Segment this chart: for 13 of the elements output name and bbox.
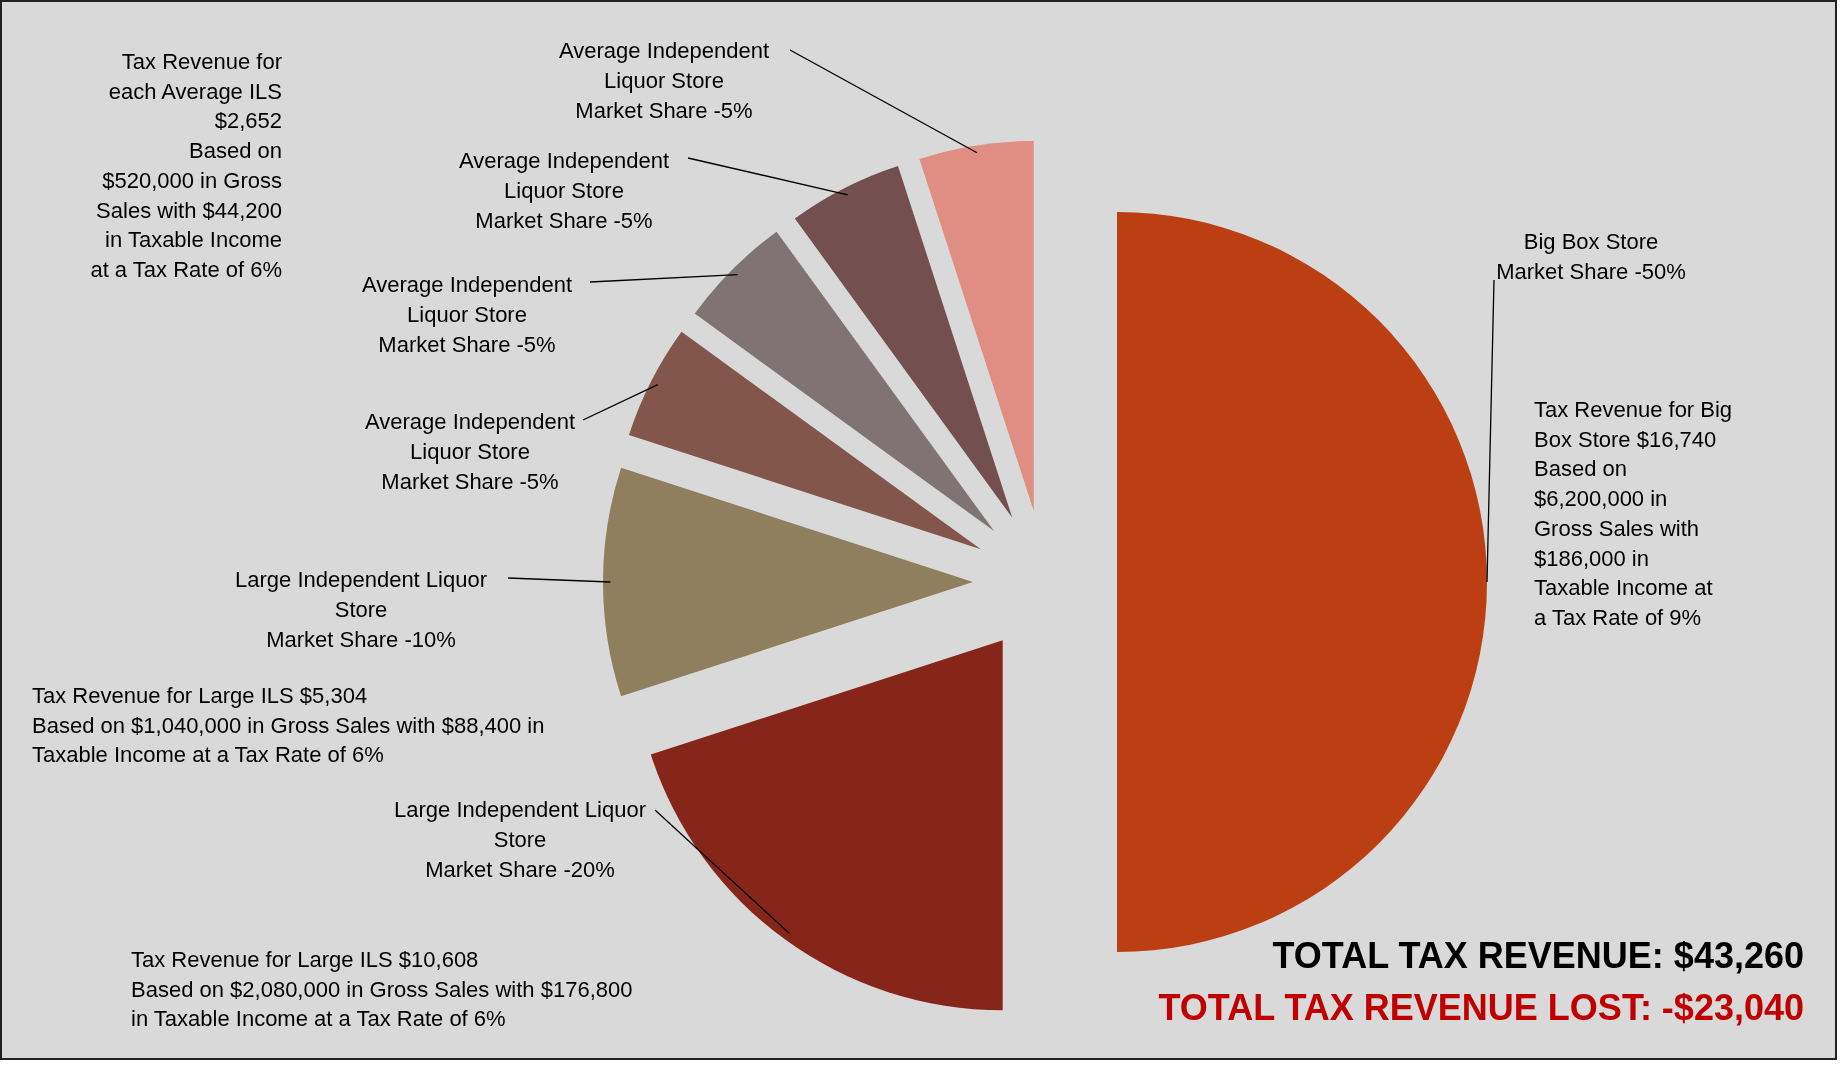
slice-label: Big Box Store Market Share -50%: [1496, 229, 1686, 284]
text: TOTAL TAX REVENUE: $43,260: [1272, 935, 1804, 976]
slice-label: Average Independent Liquor Store Market Share -5%: [365, 409, 575, 494]
text: Tax Revenue for each Average ILS $2,652 Based on $520,000 in Gross Sales with $44,200 in Taxable Income at a Tax Rate of 6%: [90, 49, 282, 282]
text: Tax Revenue for Big Box Store $16,740 Based on $6,200,000 in Gross Sales with $186,000 in Taxable Income at a Tax Rate of 9%: [1534, 397, 1733, 630]
text: TOTAL TAX REVENUE LOST: -$23,040: [1158, 987, 1804, 1028]
slice-label: Average Independent Liquor Store Market Share -5%: [362, 272, 572, 357]
text: Tax Revenue for Large ILS $5,304 Based on $1,040,000 in Gross Sales with $88,400 in Taxable Income at a Tax Rate of 6%: [32, 683, 545, 768]
slice-label: Average Independent Liquor Store Market Share -5%: [559, 38, 769, 123]
slice-label: Large Independent Liquor Store Market Share -20%: [394, 797, 646, 882]
slice-label: Large Independent Liquor Store Market Share -10%: [235, 567, 487, 652]
text: Tax Revenue for Large ILS $10,608 Based on $2,080,000 in Gross Sales with $176,800 in Taxable Income at a Tax Rate of 6%: [131, 947, 633, 1032]
slice-label: Average Independent Liquor Store Market Share -5%: [459, 148, 669, 233]
